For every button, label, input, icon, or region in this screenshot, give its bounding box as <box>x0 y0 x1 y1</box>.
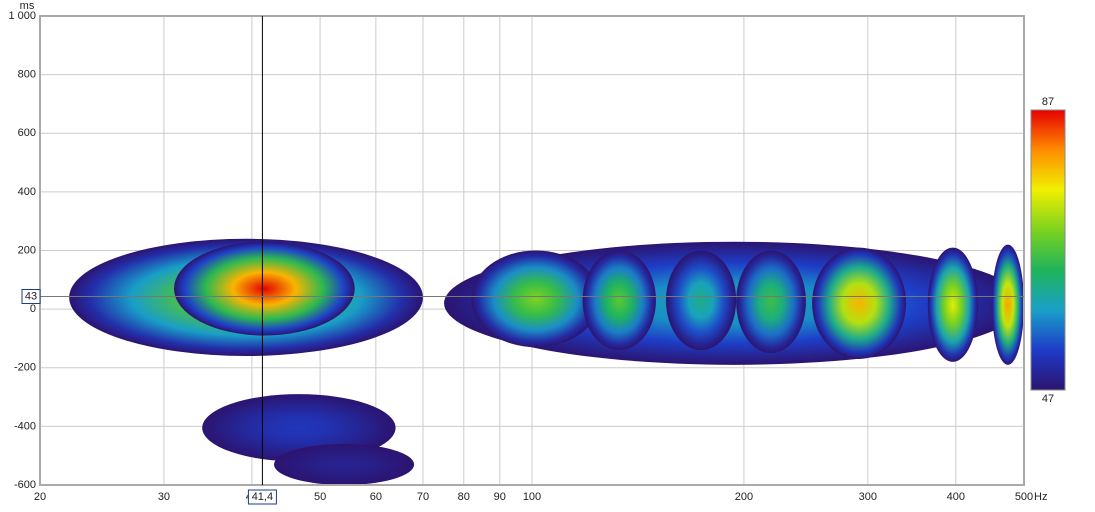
y-tick-label: -200 <box>14 362 36 374</box>
cursor-y-label: 43 <box>25 290 37 302</box>
x-tick-label: 200 <box>735 491 753 503</box>
colorbar-label: 87 <box>1042 96 1054 108</box>
y-tick-label: 800 <box>18 69 36 81</box>
heat-region <box>471 250 601 348</box>
y-tick-label: 200 <box>18 244 36 256</box>
heat-region <box>812 247 907 359</box>
y-tick-label: 0 <box>30 303 36 315</box>
y-tick-label: 400 <box>18 186 36 198</box>
heat-region <box>274 443 415 486</box>
x-tick-label: 300 <box>859 491 877 503</box>
heat-region <box>736 250 806 354</box>
x-unit: Hz <box>1034 491 1047 503</box>
y-unit: ms <box>20 0 35 12</box>
y-tick-label: -600 <box>14 479 36 491</box>
x-tick-label: 20 <box>34 491 46 503</box>
x-tick-label: 50 <box>314 491 326 503</box>
heat-region <box>173 241 355 336</box>
x-tick-label: 30 <box>158 491 170 503</box>
heat-region <box>927 247 978 362</box>
x-tick-label: 400 <box>947 491 965 503</box>
heat-region <box>665 250 737 351</box>
colorbar-label: 47 <box>1042 393 1054 405</box>
cursor-x-label: 41,4 <box>252 491 273 503</box>
heat-region <box>991 244 1024 365</box>
x-tick-label: 90 <box>494 491 506 503</box>
colorbar <box>1030 109 1066 391</box>
x-tick-label: 100 <box>523 491 541 503</box>
x-tick-label: 80 <box>458 491 470 503</box>
heatmap <box>69 238 1024 486</box>
cursor-label-box <box>21 289 41 305</box>
y-tick-label: 600 <box>18 127 36 139</box>
cursor-label-box <box>247 489 277 505</box>
x-tick-label: 70 <box>417 491 429 503</box>
heat-region <box>582 250 656 351</box>
y-tick-label: -400 <box>14 420 36 432</box>
x-tick-label: 500 <box>1015 491 1033 503</box>
plot-frame <box>39 15 1025 486</box>
y-tick-label: 1 000 <box>8 10 36 22</box>
x-tick-label: 60 <box>370 491 382 503</box>
